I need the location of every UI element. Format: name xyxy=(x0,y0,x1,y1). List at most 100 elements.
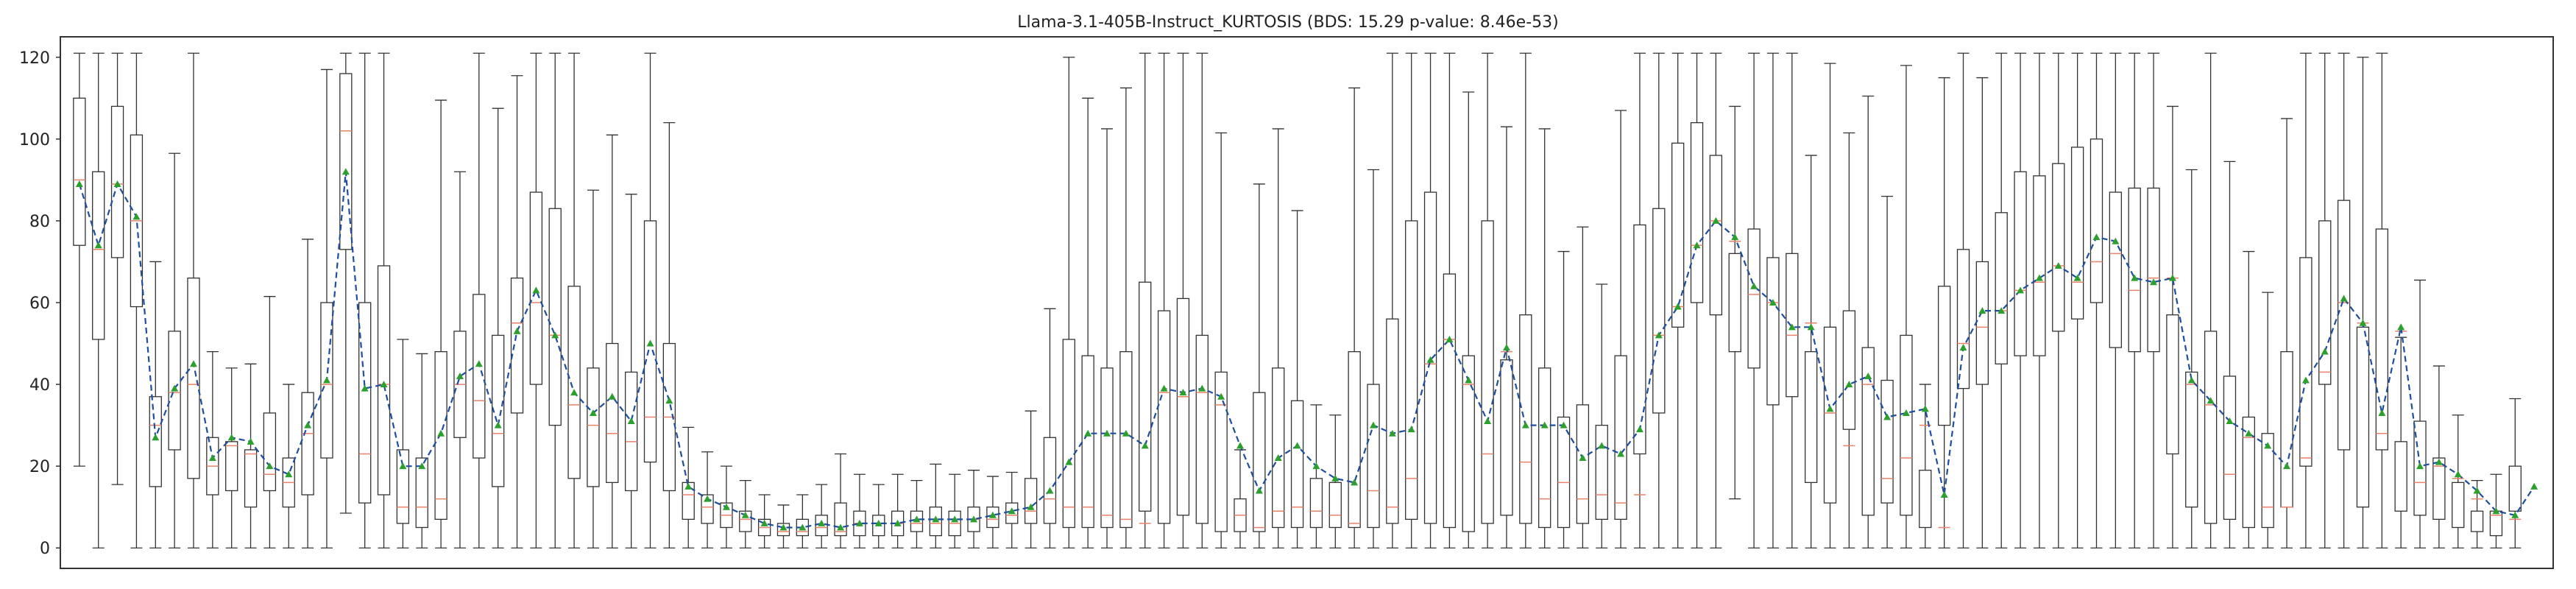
box-item xyxy=(1690,52,1704,549)
box-item xyxy=(339,52,353,514)
box-item xyxy=(1157,52,1171,549)
mean-marker xyxy=(1217,392,1225,400)
box-item xyxy=(2470,479,2484,549)
mean-marker xyxy=(2321,348,2329,355)
box-body xyxy=(1481,220,1494,524)
box-body xyxy=(624,371,638,492)
mean-marker xyxy=(1198,384,1206,392)
box-item xyxy=(1519,52,1532,549)
box-body xyxy=(1576,404,1590,524)
mean-marker xyxy=(1655,331,1663,339)
mean-marker xyxy=(951,515,959,523)
mean-marker xyxy=(1065,458,1073,465)
box-item xyxy=(225,367,238,549)
mean-marker xyxy=(608,392,616,400)
box-item xyxy=(2204,52,2218,549)
mean-marker xyxy=(1540,421,1549,428)
box-body xyxy=(1900,334,1913,516)
box-body xyxy=(168,331,181,451)
mean-marker xyxy=(1122,429,1130,437)
box-item xyxy=(967,470,980,549)
mean-marker xyxy=(1731,233,1739,241)
box-body xyxy=(529,191,543,385)
mean-marker xyxy=(2397,323,2405,331)
box-item xyxy=(1043,308,1057,549)
box-body xyxy=(1423,191,1437,524)
mean-marker xyxy=(1293,442,1301,449)
box-body xyxy=(2204,331,2218,524)
mean-marker xyxy=(2473,487,2481,494)
y-axis: 0 20 40 60 80 100 120 xyxy=(19,49,60,558)
y-tick-label: 100 xyxy=(19,131,50,149)
box-body xyxy=(2508,465,2522,512)
box-body xyxy=(1975,261,1989,385)
box-item xyxy=(1995,52,2008,549)
box-body xyxy=(1728,253,1741,353)
mean-marker xyxy=(2226,417,2234,425)
mean-marker xyxy=(1617,450,1625,457)
box-body xyxy=(606,342,619,484)
box-item xyxy=(2261,292,2274,549)
mean-marker xyxy=(874,519,882,526)
box-body xyxy=(2033,175,2046,356)
box-item xyxy=(1348,87,1361,549)
mean-marker xyxy=(361,384,369,392)
mean-marker xyxy=(2035,274,2043,281)
box-item xyxy=(206,350,219,549)
mean-marker xyxy=(1465,376,1473,384)
mean-marker xyxy=(2092,233,2101,241)
box-body xyxy=(2014,171,2027,356)
box-body xyxy=(1652,208,1666,414)
box-body xyxy=(2299,257,2313,467)
box-item xyxy=(853,473,866,549)
box-body xyxy=(2261,433,2274,529)
box-body xyxy=(2128,187,2141,353)
box-item xyxy=(1272,128,1285,549)
box-body xyxy=(92,171,105,340)
mean-marker xyxy=(1446,335,1454,342)
box-item xyxy=(606,134,619,549)
box-body xyxy=(701,494,714,524)
box-body xyxy=(1214,371,1228,532)
mean-marker xyxy=(741,511,749,518)
box-body xyxy=(1119,350,1133,529)
mean-marker xyxy=(855,519,863,526)
box-item xyxy=(2052,52,2065,549)
mean-marker xyxy=(1484,417,1492,425)
y-tick-label: 40 xyxy=(29,376,50,395)
mean-marker xyxy=(1598,442,1606,449)
y-tick-label: 20 xyxy=(29,458,50,476)
mean-marker xyxy=(1921,405,1929,412)
box-body xyxy=(1309,478,1323,529)
box-item xyxy=(1024,410,1038,549)
box-item xyxy=(757,494,771,549)
box-item xyxy=(1557,250,1571,549)
mean-marker xyxy=(1998,307,2006,314)
box-item xyxy=(529,52,543,549)
boxes-layer xyxy=(73,52,2522,549)
box-item xyxy=(2223,161,2237,549)
box-body xyxy=(1880,379,1894,504)
box-item xyxy=(1423,52,1437,549)
box-item xyxy=(1462,91,1475,549)
box-item xyxy=(453,171,467,549)
box-body xyxy=(2375,228,2388,451)
box-item xyxy=(2280,118,2293,549)
box-item xyxy=(1804,155,1818,549)
box-item xyxy=(473,52,486,549)
mean-marker xyxy=(1845,381,1853,388)
box-item xyxy=(130,52,144,549)
box-item xyxy=(1443,52,1457,549)
mean-marker xyxy=(227,434,236,441)
box-item xyxy=(1823,63,1837,549)
box-item xyxy=(92,52,105,549)
box-item xyxy=(2318,52,2332,549)
box-item xyxy=(1481,52,1494,549)
box-body xyxy=(2070,147,2084,320)
box-item xyxy=(187,52,200,549)
box-item xyxy=(2299,52,2313,549)
box-body xyxy=(1995,212,2008,364)
box-item xyxy=(1005,471,1019,549)
box-item xyxy=(2128,52,2141,549)
mean-marker xyxy=(2359,319,2367,326)
